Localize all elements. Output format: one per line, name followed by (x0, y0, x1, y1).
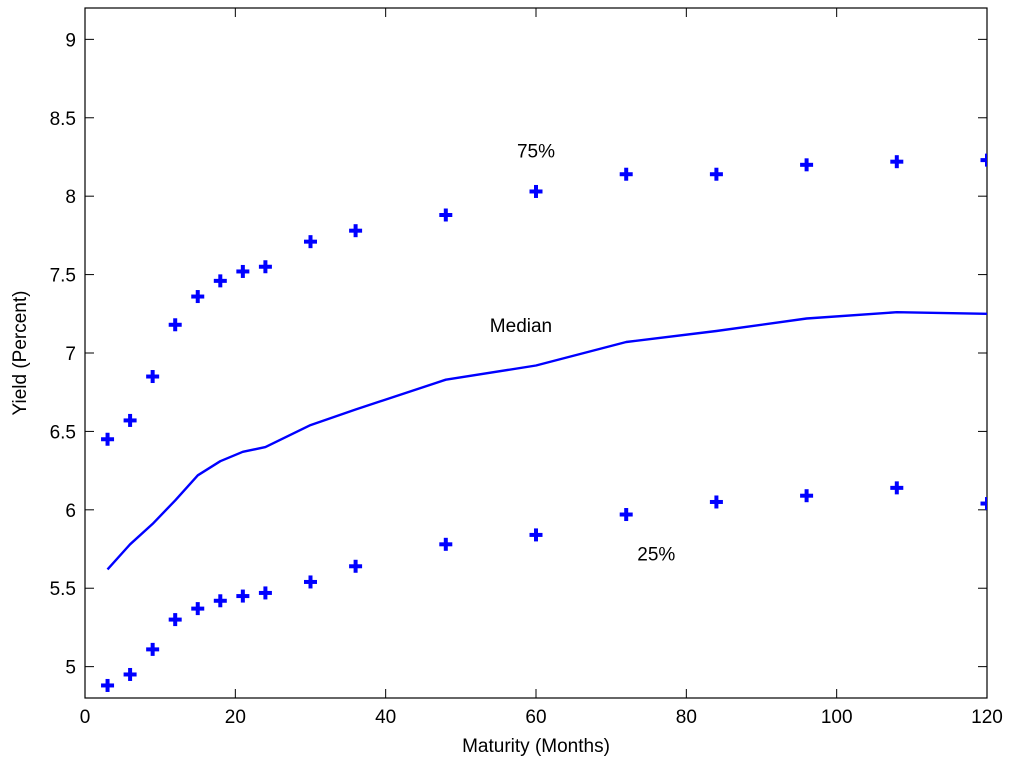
data-point (146, 642, 160, 656)
data-point (101, 432, 115, 446)
data-point (980, 153, 987, 167)
y-tick-label: 5 (65, 658, 76, 679)
x-tick-label: 40 (375, 707, 396, 728)
data-point (191, 602, 205, 616)
data-point (168, 613, 182, 627)
data-point (890, 155, 904, 169)
y-tick-label: 6 (65, 501, 76, 522)
y-tick-label: 8 (65, 187, 76, 208)
x-tick-label: 120 (971, 707, 1003, 728)
x-tick-label: 80 (676, 707, 697, 728)
data-point (213, 594, 227, 608)
y-tick-label: 6.5 (50, 422, 76, 443)
plot-frame (84, 7, 988, 699)
y-tick-label: 7 (65, 344, 76, 365)
series-median (106, 311, 987, 571)
y-tick-label: 7.5 (50, 266, 76, 287)
annotation-layer: 75% Median 25% (490, 142, 676, 566)
annotation-label: Median (490, 316, 552, 337)
y-tick-label: 9 (65, 30, 76, 51)
data-point (213, 274, 227, 288)
data-point (439, 537, 453, 551)
median-line (106, 311, 987, 571)
y-tick-label: 8.5 (50, 109, 76, 130)
data-point (439, 208, 453, 222)
series-25- (101, 481, 987, 692)
data-point (304, 575, 317, 589)
data-point (101, 678, 115, 692)
label-layer: Maturity (Months) Yield (Percent) (10, 291, 610, 757)
annotation-label: 75% (517, 142, 555, 163)
data-point (709, 167, 723, 181)
data-point (304, 235, 317, 249)
data-point (529, 184, 543, 198)
axes: 0 20 40 60 80 100 120 5 5.5 6 6.5 7 7.5 8 8.5 9 (50, 8, 1003, 728)
data-point (258, 586, 272, 600)
data-point (258, 260, 272, 274)
data-point (123, 413, 137, 427)
y-axis-label: Yield (Percent) (10, 291, 31, 416)
data-point (191, 290, 205, 304)
data-point (349, 224, 363, 238)
data-point (168, 318, 182, 332)
x-tick-label: 60 (525, 707, 546, 728)
y-tick-label: 5.5 (50, 579, 76, 600)
x-tick-label: 100 (821, 707, 853, 728)
data-point (123, 667, 137, 681)
data-point (236, 589, 250, 603)
data-point (619, 508, 633, 522)
data-point (146, 370, 160, 384)
data-point (349, 559, 363, 573)
data-point (236, 264, 250, 278)
x-axis-label: Maturity (Months) (462, 736, 610, 757)
data-point (709, 495, 723, 509)
plot-area (84, 7, 988, 699)
series-layer (101, 153, 987, 692)
data-point (619, 167, 633, 181)
x-tick-label: 0 (80, 707, 91, 728)
annotation-label: 25% (637, 545, 675, 566)
x-tick-label: 20 (225, 707, 246, 728)
data-point (800, 158, 814, 172)
data-point (800, 489, 814, 503)
data-point (890, 481, 904, 495)
data-point (529, 528, 543, 542)
data-point (980, 497, 987, 511)
series-75- (101, 153, 987, 446)
